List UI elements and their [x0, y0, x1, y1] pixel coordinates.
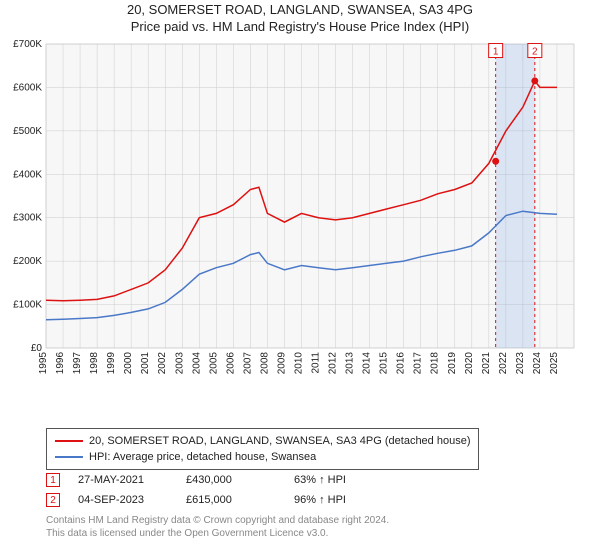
svg-text:£400K: £400K: [13, 169, 42, 180]
legend: 20, SOMERSET ROAD, LANGLAND, SWANSEA, SA…: [46, 428, 479, 470]
svg-text:2012: 2012: [328, 352, 339, 375]
svg-text:2025: 2025: [549, 352, 560, 375]
svg-text:£200K: £200K: [13, 256, 42, 267]
legend-item-hpi: HPI: Average price, detached house, Swan…: [55, 449, 470, 465]
svg-text:2016: 2016: [396, 352, 407, 375]
svg-text:£100K: £100K: [13, 300, 42, 311]
svg-text:2000: 2000: [123, 352, 134, 375]
svg-text:2006: 2006: [225, 352, 236, 375]
legend-label-hpi: HPI: Average price, detached house, Swan…: [89, 451, 316, 463]
svg-text:2: 2: [532, 47, 538, 58]
svg-text:2005: 2005: [208, 352, 219, 375]
legend-item-property: 20, SOMERSET ROAD, LANGLAND, SWANSEA, SA…: [55, 433, 470, 449]
title-address: 20, SOMERSET ROAD, LANGLAND, SWANSEA, SA…: [0, 2, 600, 19]
svg-text:2008: 2008: [259, 352, 270, 375]
svg-text:2017: 2017: [413, 352, 424, 375]
transaction-date: 27-MAY-2021: [78, 474, 168, 486]
copyright-line1: Contains HM Land Registry data © Crown c…: [46, 514, 389, 527]
svg-text:2004: 2004: [191, 352, 202, 375]
svg-text:1998: 1998: [89, 352, 100, 375]
svg-text:2014: 2014: [362, 352, 373, 375]
svg-text:1996: 1996: [55, 352, 66, 375]
legend-swatch-hpi: [55, 456, 83, 458]
chart-title: 20, SOMERSET ROAD, LANGLAND, SWANSEA, SA…: [0, 0, 600, 36]
svg-text:2010: 2010: [293, 352, 304, 375]
legend-swatch-property: [55, 440, 83, 442]
svg-text:£600K: £600K: [13, 82, 42, 93]
svg-text:2022: 2022: [498, 352, 509, 375]
title-subtitle: Price paid vs. HM Land Registry's House …: [0, 19, 600, 36]
svg-text:1995: 1995: [38, 352, 49, 375]
svg-text:£700K: £700K: [13, 39, 42, 50]
transaction-marker-2: 2: [46, 493, 60, 507]
svg-text:2007: 2007: [242, 352, 253, 375]
svg-text:2019: 2019: [447, 352, 458, 375]
svg-text:2021: 2021: [481, 352, 492, 375]
svg-text:1999: 1999: [106, 352, 117, 375]
transaction-marker-1: 1: [46, 473, 60, 487]
svg-text:2013: 2013: [345, 352, 356, 375]
svg-text:2024: 2024: [532, 352, 543, 375]
transaction-price: £430,000: [186, 474, 276, 486]
svg-text:2009: 2009: [276, 352, 287, 375]
copyright-text: Contains HM Land Registry data © Crown c…: [46, 514, 389, 540]
transaction-list: 1 27-MAY-2021 £430,000 63% ↑ HPI 2 04-SE…: [46, 470, 384, 510]
transaction-row: 1 27-MAY-2021 £430,000 63% ↑ HPI: [46, 470, 384, 490]
svg-text:2011: 2011: [311, 352, 322, 374]
svg-text:1997: 1997: [72, 352, 83, 375]
svg-text:2003: 2003: [174, 352, 185, 375]
transaction-price: £615,000: [186, 494, 276, 506]
chart-container: 20, SOMERSET ROAD, LANGLAND, SWANSEA, SA…: [0, 0, 600, 560]
copyright-line2: This data is licensed under the Open Gov…: [46, 527, 389, 540]
svg-text:2015: 2015: [379, 352, 390, 375]
chart-plot-area: £0£100K£200K£300K£400K£500K£600K£700K199…: [46, 44, 576, 384]
svg-text:2018: 2018: [430, 352, 441, 375]
line-chart-svg: £0£100K£200K£300K£400K£500K£600K£700K199…: [46, 44, 576, 384]
transaction-row: 2 04-SEP-2023 £615,000 96% ↑ HPI: [46, 490, 384, 510]
svg-text:1: 1: [493, 47, 499, 58]
svg-text:2002: 2002: [157, 352, 168, 375]
svg-text:£500K: £500K: [13, 126, 42, 137]
svg-text:2001: 2001: [140, 352, 151, 375]
transaction-change: 96% ↑ HPI: [294, 494, 384, 506]
transaction-date: 04-SEP-2023: [78, 494, 168, 506]
transaction-change: 63% ↑ HPI: [294, 474, 384, 486]
legend-label-property: 20, SOMERSET ROAD, LANGLAND, SWANSEA, SA…: [89, 435, 470, 447]
svg-text:£300K: £300K: [13, 213, 42, 224]
svg-text:2023: 2023: [515, 352, 526, 375]
svg-text:2020: 2020: [464, 352, 475, 375]
